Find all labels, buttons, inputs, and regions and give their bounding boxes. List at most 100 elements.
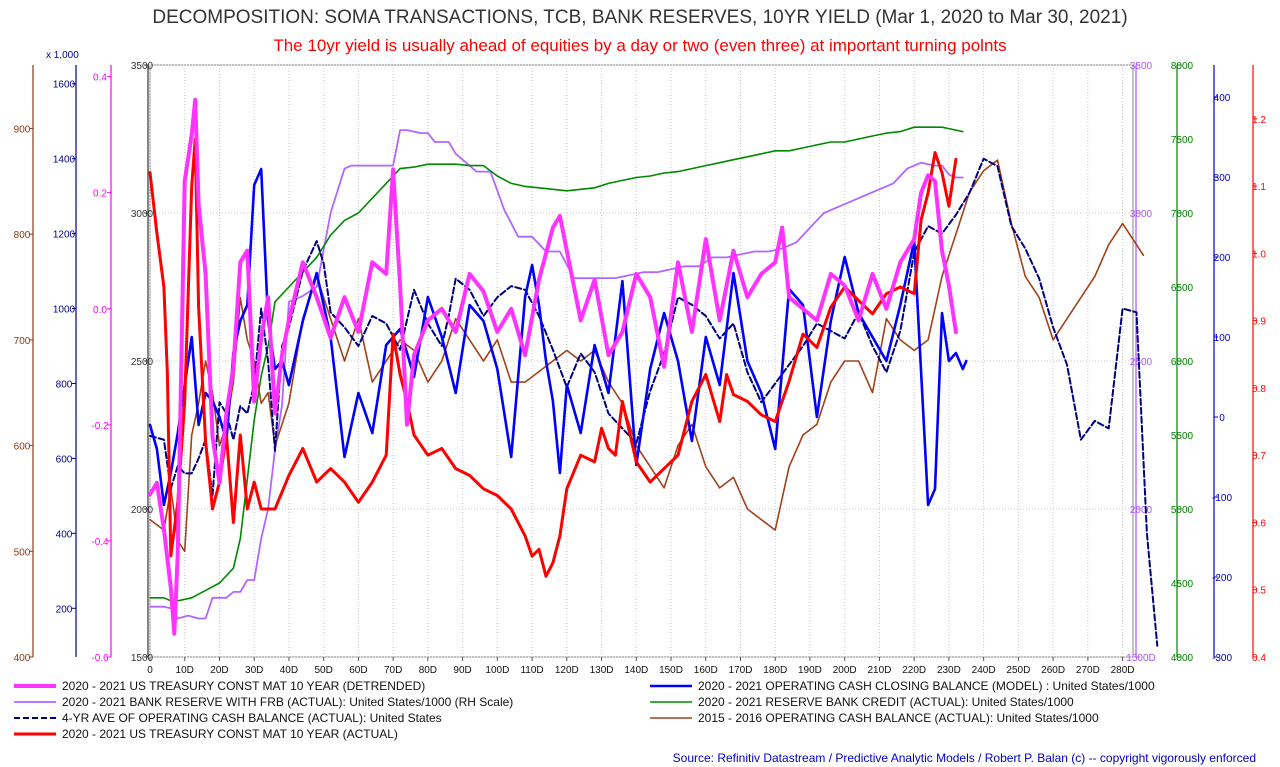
y-tick-label: 300 <box>1214 173 1231 184</box>
y-tick-label: 400 <box>56 529 73 540</box>
y-tick-label: 2000 <box>1130 505 1153 516</box>
y-tick-label: 0.5 <box>1252 586 1266 597</box>
legend-label: 2020 - 2021 OPERATING CASH CLOSING BALAN… <box>698 679 1155 693</box>
y-tick-label: 600 <box>56 454 73 465</box>
x-tick-label: 10D <box>176 665 194 676</box>
y-tick-label: 5000 <box>1171 505 1194 516</box>
y-tick-label: 0.7 <box>1252 451 1266 462</box>
x-tick-label: 170D <box>729 665 753 676</box>
chart-title: DECOMPOSITION: SOMA TRANSACTIONS, TCB, B… <box>152 7 1127 28</box>
axis-unit-label: x 1,000 <box>46 50 79 61</box>
y-tick-label: 7000 <box>1171 209 1194 220</box>
y-tick-label: 0.9 <box>1252 317 1266 328</box>
y-tick-label: 2500 <box>131 357 154 368</box>
y-tick-label: 400 <box>1214 93 1231 104</box>
x-tick-label: 180D <box>763 665 787 676</box>
y-tick-label: -0.2 <box>91 421 109 432</box>
grid <box>149 64 1133 658</box>
y-tick-label: 1.1 <box>1252 182 1266 193</box>
chart-subtitle: The 10yr yield is usually ahead of equit… <box>273 36 1006 55</box>
x-tick-label: 250D <box>1006 665 1030 676</box>
y-tick-label: 4000 <box>1171 653 1194 664</box>
y-tick-label: 0.2 <box>93 189 107 200</box>
x-tick-label: 80D <box>419 665 437 676</box>
legend-label: 2020 - 2021 US TREASURY CONST MAT 10 YEA… <box>62 679 425 693</box>
x-tick-label: 220D <box>902 665 926 676</box>
x-tick-label: 260D <box>1041 665 1065 676</box>
y-tick-label: 3000 <box>1130 209 1153 220</box>
series-line-5 <box>149 126 964 602</box>
y-tick-label: 600 <box>14 442 31 453</box>
legend-label: 2020 - 2021 BANK RESERVE WITH FRB (ACTUA… <box>62 695 513 709</box>
y-tick-label: 2000 <box>131 505 154 516</box>
y-tick-label: -0.4 <box>91 537 109 548</box>
x-tick-label: 140D <box>624 665 648 676</box>
y-tick-label: -300 <box>1212 653 1232 664</box>
x-tick-label: 40D <box>280 665 298 676</box>
legend-label: 2015 - 2016 OPERATING CASH BALANCE (ACTU… <box>698 711 1099 725</box>
x-tick-label: 70D <box>384 665 402 676</box>
y-tick-label: 1000 <box>53 305 76 316</box>
y-tick-label: 1500D <box>1126 653 1155 664</box>
y-tick-label: 0 <box>1219 413 1225 424</box>
legend-label: 4-YR AVE OF OPERATING CASH BALANCE (ACTU… <box>62 711 442 725</box>
y-tick-label: 800 <box>56 379 73 390</box>
y-tick-label: -100 <box>1212 493 1232 504</box>
x-tick-label: 20D <box>210 665 228 676</box>
x-tick-label: 100D <box>485 665 509 676</box>
y-tick-label: 1200 <box>53 230 76 241</box>
legend-label: 2020 - 2021 US TREASURY CONST MAT 10 YEA… <box>62 727 398 741</box>
x-tick-label: 280D <box>1111 665 1135 676</box>
x-tick-label: 130D <box>590 665 614 676</box>
x-tick-label: 120D <box>555 665 579 676</box>
y-tick-label: 800 <box>14 230 31 241</box>
y-tick-label: 0.8 <box>1252 384 1266 395</box>
y-tick-label: 0.4 <box>93 73 107 84</box>
x-tick-label: 30D <box>245 665 263 676</box>
series-line-0 <box>148 97 958 636</box>
y-tick-label: 0.0 <box>93 305 107 316</box>
y-tick-label: 8000 <box>1171 61 1194 72</box>
x-tick-label: 150D <box>659 665 683 676</box>
x-tick-label: 210D <box>867 665 891 676</box>
source-credit: Source: Refinitiv Datastream / Predictiv… <box>673 751 1256 765</box>
y-tick-label: 0.4 <box>1252 653 1266 664</box>
y-tick-label: 6500 <box>1171 283 1194 294</box>
x-tick-label: 90D <box>453 665 471 676</box>
y-tick-label: 3500 <box>131 61 154 72</box>
y-tick-label: 1600 <box>53 80 76 91</box>
y-tick-label: -200 <box>1212 573 1232 584</box>
series-layer <box>148 97 1159 647</box>
y-tick-label: 3000 <box>131 209 154 220</box>
x-tick-label: 50D <box>314 665 332 676</box>
y-tick-label: 900 <box>14 124 31 135</box>
y-tick-label: 5500 <box>1171 431 1194 442</box>
x-tick-label: 60D <box>349 665 367 676</box>
legend-label: 2020 - 2021 RESERVE BANK CREDIT (ACTUAL)… <box>698 695 1074 709</box>
y-tick-label: 400 <box>14 653 31 664</box>
x-tick-label: 160D <box>694 665 718 676</box>
y-tick-label: 7500 <box>1171 135 1194 146</box>
y-tick-label: 700 <box>14 336 31 347</box>
y-tick-label: -0.6 <box>91 653 109 664</box>
x-tick-label: 270D <box>1076 665 1100 676</box>
y-tick-label: 6000 <box>1171 357 1194 368</box>
y-tick-label: 1.0 <box>1252 249 1266 260</box>
y-tick-label: 1400 <box>53 155 76 166</box>
y-tick-label: 3500 <box>1130 61 1153 72</box>
y-tick-label: 1500 <box>131 653 154 664</box>
axes: 0 10D 20D 30D 40D 50D 60D 70D 80D 90D 100D 110D 120D… <box>14 50 1267 676</box>
y-tick-label: 200 <box>56 604 73 615</box>
y-tick-label: 4500 <box>1171 579 1194 590</box>
y-tick-label: 200 <box>1214 253 1231 264</box>
series-line-1 <box>149 129 964 620</box>
x-tick-label: 230D <box>937 665 961 676</box>
legend: 2020 - 2021 US TREASURY CONST MAT 10 YEA… <box>14 679 1155 741</box>
x-tick-label: 190D <box>798 665 822 676</box>
x-tick-label: 110D <box>520 665 543 676</box>
y-tick-label: 0.6 <box>1252 518 1266 529</box>
y-tick-label: 2500 <box>1130 357 1153 368</box>
y-tick-label: 500 <box>14 547 31 558</box>
x-tick-label: 0 <box>147 665 153 676</box>
